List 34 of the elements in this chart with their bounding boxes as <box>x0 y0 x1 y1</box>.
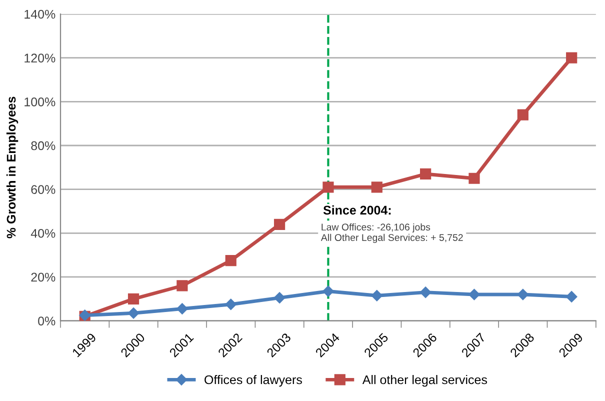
point <box>371 290 382 302</box>
annotation: Law Offices: -26,106 jobs <box>322 223 430 232</box>
point <box>225 254 236 266</box>
point <box>322 182 334 193</box>
point <box>566 52 578 64</box>
point <box>468 172 480 184</box>
point <box>420 286 432 298</box>
point <box>322 286 334 297</box>
point <box>176 303 188 314</box>
point <box>371 182 382 193</box>
y-tick-label: 100% <box>24 97 56 106</box>
annotation: All Other Legal Services: + 5,752 <box>320 234 463 243</box>
y-tick-label: 40% <box>30 228 56 238</box>
point <box>128 293 140 304</box>
y-tick-label: 140% <box>24 10 56 19</box>
y-tick-label: 0% <box>38 316 56 326</box>
point <box>420 168 432 180</box>
point <box>517 288 529 300</box>
y-tick-label: 20% <box>31 272 56 282</box>
point <box>176 280 188 292</box>
legend-label: All other legal services <box>362 374 487 387</box>
point <box>128 308 140 319</box>
y-tick-label: 120% <box>24 54 56 63</box>
point <box>468 288 480 300</box>
point <box>517 109 528 120</box>
point <box>225 298 236 310</box>
point <box>274 292 286 304</box>
y-tick-label: 60% <box>31 185 56 194</box>
point <box>274 218 286 230</box>
y-tick-label: 80% <box>31 141 56 150</box>
y-axis-title: % Growth in Employees <box>6 96 18 238</box>
annotation: Since 2004: <box>323 205 391 215</box>
point <box>566 291 578 302</box>
legend-label: Offices of lawyers <box>204 374 302 387</box>
